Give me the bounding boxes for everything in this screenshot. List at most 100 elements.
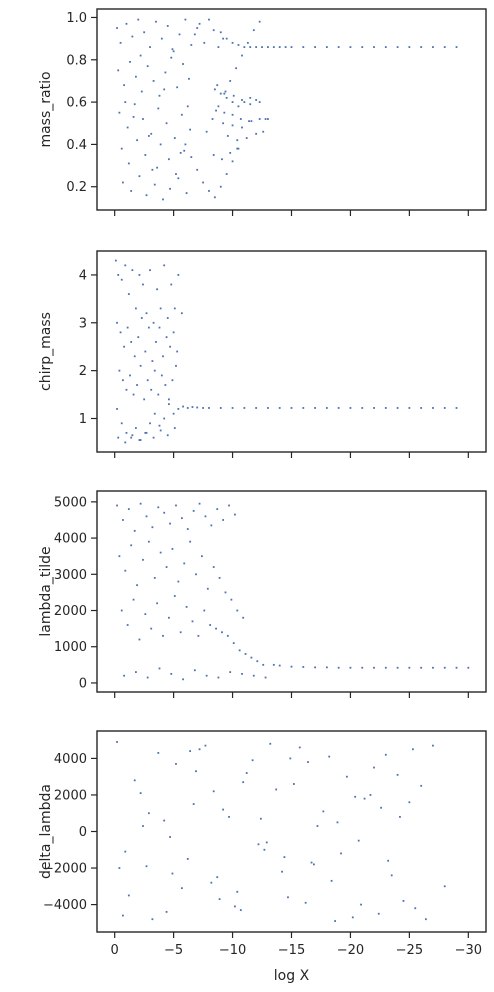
data-point [236, 609, 239, 612]
data-point [292, 783, 295, 785]
data-point [124, 850, 127, 853]
data-point [133, 103, 136, 106]
data-point [156, 288, 159, 291]
data-point [149, 269, 151, 272]
data-point [255, 46, 258, 48]
x-tick-label: −5 [164, 943, 183, 958]
data-point [361, 666, 364, 669]
data-point [223, 92, 226, 95]
data-point [267, 46, 269, 48]
data-point [171, 48, 174, 51]
data-point [432, 666, 434, 669]
data-point [325, 666, 328, 669]
data-point [217, 676, 220, 679]
data-point [183, 149, 186, 152]
data-point [135, 307, 137, 310]
data-point [159, 551, 162, 554]
data-point [178, 33, 181, 36]
data-point [139, 364, 142, 367]
data-point [443, 407, 446, 409]
data-point [159, 429, 162, 432]
data-point [158, 94, 161, 97]
data-point [380, 806, 382, 809]
data-point [164, 384, 167, 386]
data-point [420, 407, 423, 409]
data-point [151, 526, 154, 529]
data-point [117, 436, 120, 439]
data-point [175, 762, 177, 765]
data-point [193, 33, 196, 36]
data-point [124, 264, 127, 267]
data-point [202, 407, 204, 409]
data-point [232, 94, 235, 97]
data-point [205, 130, 208, 133]
data-point [177, 580, 180, 583]
data-point [249, 46, 252, 48]
data-point [169, 187, 171, 190]
data-point [127, 293, 130, 295]
data-point [384, 46, 387, 48]
data-point [262, 130, 265, 133]
data-point [224, 90, 227, 93]
y-tick-label: 0 [79, 825, 87, 840]
data-point [138, 439, 141, 441]
data-point [231, 113, 234, 116]
data-point [146, 65, 149, 68]
data-point [249, 103, 252, 106]
data-point [145, 312, 148, 315]
data-point [408, 801, 411, 804]
data-point [160, 37, 163, 40]
data-point [168, 158, 170, 161]
data-point [162, 355, 164, 358]
data-point [209, 624, 212, 626]
data-point [116, 321, 118, 324]
data-point [186, 528, 189, 530]
data-point [219, 31, 222, 34]
data-point [264, 676, 267, 679]
data-point [373, 46, 375, 48]
data-point [125, 388, 128, 391]
data-point [145, 431, 148, 434]
data-point [202, 181, 204, 184]
data-point [172, 50, 175, 53]
data-point [337, 46, 340, 48]
data-point [384, 407, 387, 409]
data-point [186, 858, 189, 860]
data-point [198, 22, 201, 25]
data-point [138, 274, 141, 276]
data-point [157, 107, 160, 110]
data-point [164, 71, 167, 74]
data-point [183, 562, 186, 565]
y-tick-label: 0.8 [66, 53, 87, 68]
data-point [198, 502, 201, 505]
data-point [137, 336, 140, 339]
data-point [384, 666, 387, 669]
data-point [354, 795, 357, 798]
data-point [138, 638, 141, 641]
plot-frame [96, 8, 487, 211]
x-tick-label: −20 [337, 943, 364, 958]
data-point [283, 856, 286, 858]
data-point [432, 744, 434, 747]
data-point [144, 431, 147, 434]
data-point [159, 307, 162, 310]
scatter-panel-1: 0.2 0.4 0.6 0.8 1.0 mass_ratio [38, 8, 487, 216]
data-point [191, 620, 194, 623]
data-point [272, 46, 275, 48]
data-point [281, 870, 283, 873]
data-point [147, 326, 150, 329]
data-point [152, 436, 155, 439]
data-point [236, 147, 239, 150]
data-point [126, 126, 129, 129]
data-point [191, 406, 194, 408]
y-tick-label: −2000 [43, 862, 87, 877]
data-point [193, 669, 196, 672]
data-point [151, 918, 154, 921]
data-point [201, 555, 203, 558]
data-point [180, 113, 183, 116]
data-point [142, 118, 144, 120]
data-point [145, 515, 148, 518]
data-point [269, 742, 272, 745]
data-point [396, 46, 399, 48]
data-point [314, 407, 316, 409]
